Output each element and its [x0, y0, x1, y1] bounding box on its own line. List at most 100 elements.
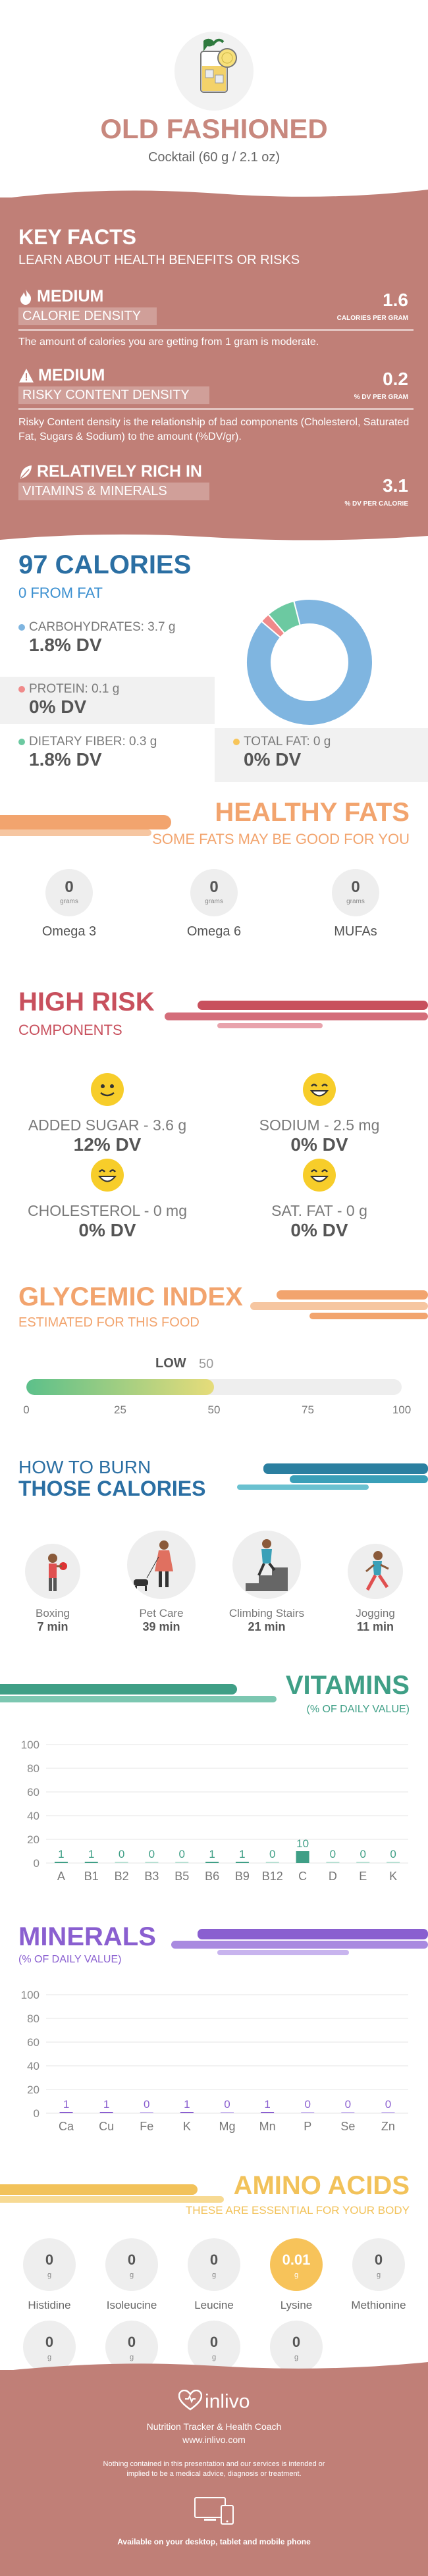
glycemic-bar-fill: [26, 1379, 214, 1395]
calorie-density-fact: MEDIUM CALORIE DENSITY 1.6 CALORIES PER …: [18, 287, 414, 348]
from-fat-label: 0 FROM FAT: [18, 585, 103, 601]
minerals-title: MINERALS: [18, 1922, 156, 1951]
activity-name: Jogging: [356, 1607, 395, 1619]
nutrient-dv: 0% DV: [244, 749, 302, 770]
x-tick-label: K: [389, 1870, 397, 1883]
glycemic-tick: 25: [114, 1404, 126, 1416]
amino-name: Histidine: [28, 2299, 71, 2311]
amino-title: AMINO ACIDS: [233, 2171, 410, 2200]
nutrient-carbs: CARBOHYDRATES: 3.7 g 1.8% DV: [18, 620, 175, 656]
y-tick-label: 40: [27, 1810, 40, 1822]
nutrient-dv: 1.8% DV: [29, 749, 102, 770]
bar-b12: [265, 1862, 279, 1863]
bar-value-label: 0: [269, 1848, 275, 1860]
dog-walking-icon: [127, 1531, 196, 1599]
fact-label: VITAMINS & MINERALS: [18, 483, 209, 500]
footer-available: Available on your desktop, tablet and mo…: [117, 2537, 311, 2546]
fact-label: RISKY CONTENT DENSITY: [18, 386, 209, 404]
bar-value-label: 10: [296, 1837, 309, 1850]
bar-value-label: 1: [264, 2098, 270, 2111]
risk-added-sugar: ADDED SUGAR - 3.6 g 12% DV: [18, 1073, 196, 1155]
grin-icon: [303, 1073, 336, 1106]
footer-url[interactable]: www.inlivo.com: [182, 2434, 246, 2445]
fact-value: 3.1: [383, 475, 408, 496]
bar-value-label: 1: [209, 1848, 215, 1860]
bar-value-label: 0: [144, 2098, 149, 2111]
x-tick-label: C: [298, 1870, 307, 1883]
bar-fe: [140, 2112, 153, 2113]
activity-name: Climbing Stairs: [228, 1607, 305, 1619]
high-risk-section: HIGH RISK COMPONENTS ADDED SUGAR - 3.6 g…: [0, 981, 428, 1241]
devices-icon: [191, 2495, 237, 2528]
amino-methionine: 0 g Methionine: [339, 2238, 418, 2312]
donut-slice-dietary-fiber: [267, 600, 301, 635]
bar-value-label: 0: [224, 2098, 230, 2111]
glycemic-subtitle: ESTIMATED FOR THIS FOOD: [18, 1315, 200, 1330]
glycemic-level: LOW: [155, 1356, 186, 1371]
amino-unit: g: [376, 2271, 381, 2279]
bar-k: [180, 2112, 194, 2113]
amino-subtitle: THESE ARE ESSENTIAL FOR YOUR BODY: [185, 2204, 410, 2217]
fact-unit: % DV PER GRAM: [354, 394, 408, 401]
activity-jogging: Jogging 11 min: [336, 1544, 415, 1634]
bar-mn: [261, 2112, 275, 2113]
bar-value-label: 1: [88, 1848, 94, 1860]
x-tick-label: Mg: [219, 2120, 235, 2133]
fat-value: 0: [351, 878, 360, 896]
activity-name: Pet Care: [139, 1607, 184, 1619]
bar-b6: [205, 1862, 219, 1863]
amino-unit: g: [211, 2271, 217, 2279]
fat-value: 0: [209, 878, 219, 896]
y-tick-label: 0: [34, 2107, 40, 2120]
glycemic-value: 50: [199, 1357, 214, 1371]
brand-logo[interactable]: inlivo: [0, 2389, 428, 2414]
bar-mg: [221, 2112, 234, 2113]
glycemic-bar: [26, 1379, 402, 1395]
risk-cholesterol: CHOLESTEROL - 0 mg 0% DV: [18, 1159, 196, 1241]
amino-unit: g: [129, 2353, 134, 2361]
amino-unit: g: [47, 2353, 52, 2361]
fat-mufas: 0 grams MUFAs: [309, 869, 402, 939]
bar-b3: [145, 1862, 159, 1863]
bar-d: [326, 1862, 340, 1863]
amino-value: 0: [209, 2251, 219, 2268]
fat-unit: grams: [205, 898, 223, 905]
fat-omega3: 0 grams Omega 3: [23, 869, 115, 939]
amino-section: AMINO ACIDS THESE ARE ESSENTIAL FOR YOUR…: [0, 2166, 428, 2394]
fact-level: MEDIUM: [38, 366, 105, 384]
activity-climbing-stairs: Climbing Stairs 21 min: [224, 1531, 309, 1634]
activity-time: 39 min: [142, 1620, 180, 1633]
x-tick-label: Ca: [59, 2120, 74, 2133]
fact-value: 1.6: [383, 290, 408, 310]
amino-name: Leucine: [194, 2299, 234, 2311]
x-tick-label: Cu: [99, 2120, 114, 2133]
footer-disclaimer: Nothing contained in this presentation a…: [103, 2460, 325, 2478]
minerals-subtitle: (% OF DAILY VALUE): [18, 1954, 122, 1965]
glycemic-tick: 100: [392, 1404, 412, 1416]
amino-value: 0: [127, 2251, 136, 2268]
x-tick-label: B2: [115, 1870, 129, 1883]
amino-name: Isoleucine: [106, 2299, 157, 2311]
bar-value-label: 1: [103, 2098, 109, 2111]
nutrient-fiber: DIETARY FIBER: 0.3 g 1.8% DV: [18, 735, 157, 770]
x-tick-label: Zn: [381, 2120, 395, 2133]
risky-density-fact: MEDIUM RISKY CONTENT DENSITY 0.2 % DV PE…: [18, 366, 414, 444]
fact-level: RELATIVELY RICH IN: [37, 462, 202, 481]
bar-value-label: 0: [330, 1848, 336, 1860]
risk-dv: 0% DV: [78, 1220, 136, 1240]
bar-cu: [99, 2112, 113, 2113]
y-tick-label: 80: [27, 1762, 40, 1775]
minerals-bar-chart: 0 20 40 60 80 100 1 Ca 1 Cu 0 Fe 1 K 0 Mg 1 Mn 0 P 0 Se 0 Zn: [21, 1989, 408, 2133]
amino-histidine: 0 g Histidine: [10, 2238, 89, 2312]
leaf-icon: [20, 465, 32, 479]
calorie-donut-chart: [246, 598, 373, 726]
x-tick-label: Mn: [259, 2120, 276, 2133]
boxing-icon: [25, 1544, 80, 1599]
amino-isoleucine: 0 g Isoleucine: [92, 2238, 171, 2312]
smile-icon: [91, 1073, 124, 1106]
burn-title-2: THOSE CALORIES: [18, 1477, 206, 1500]
key-facts-subtitle: LEARN ABOUT HEALTH BENEFITS OR RISKS: [18, 253, 300, 267]
activity-time: 21 min: [248, 1620, 286, 1633]
risk-sat-fat: SAT. FAT - 0 g 0% DV: [230, 1159, 408, 1241]
bar-value-label: 0: [345, 2098, 351, 2111]
